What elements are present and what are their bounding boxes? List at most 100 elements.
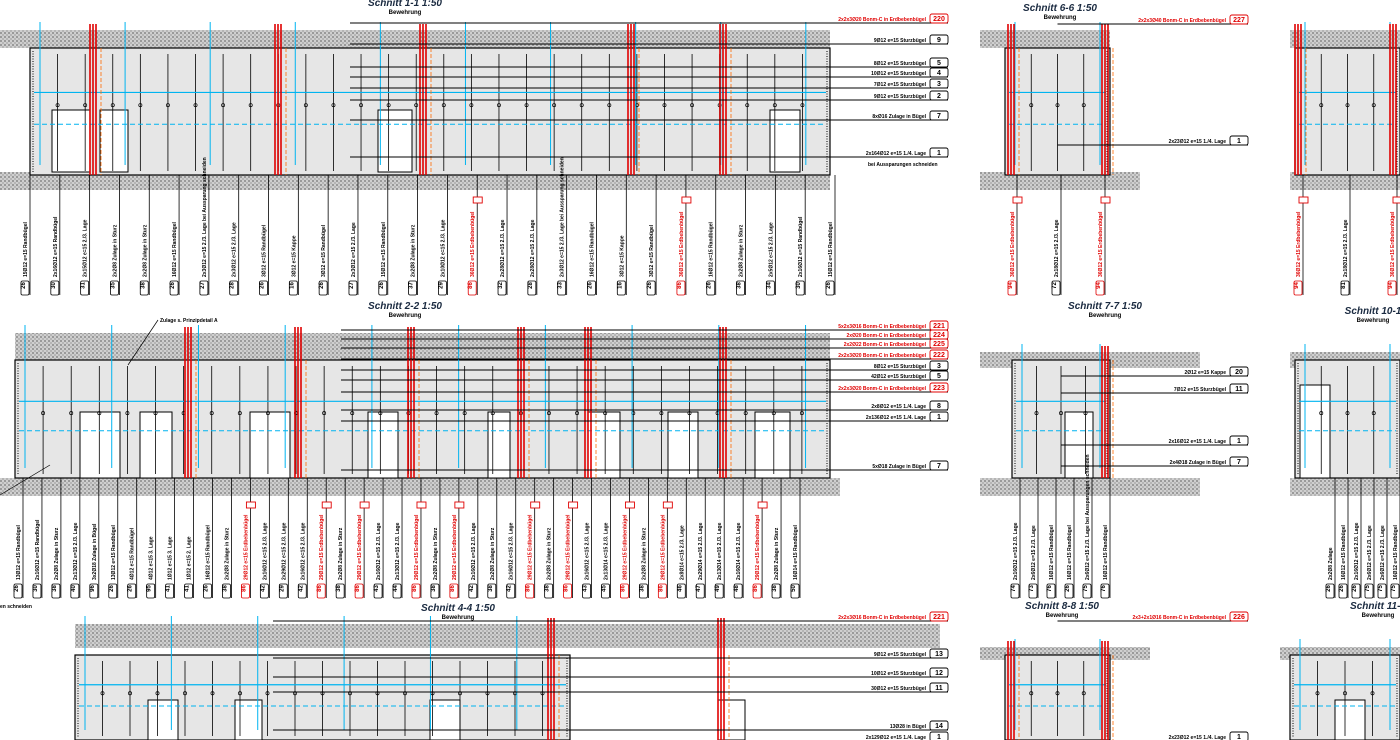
position-number: 226 — [1233, 614, 1245, 621]
position-number-box — [676, 280, 686, 296]
position-number-box — [229, 280, 239, 296]
position-number: 86 — [450, 585, 456, 592]
bottom-label: 16Ø12 e=15 Randbügel — [1103, 525, 1109, 580]
position-number: 11 — [1235, 386, 1243, 393]
position-number: 32 — [498, 282, 504, 289]
wall-opening — [667, 411, 699, 479]
position-number: 1 — [1237, 138, 1241, 145]
callout-1: 2x23Ø12 e=15 1./4. Lage 1 — [1169, 731, 1249, 740]
bottom-label-38: 38 2x2Ø8 Zulage in Sturz — [771, 478, 782, 599]
rebar-dot — [359, 103, 363, 108]
position-number-box — [733, 583, 743, 599]
position-number-box — [108, 583, 118, 599]
bottom-label-42: 42 2x16Ø12 e=15 2./3. Lage — [468, 478, 479, 599]
callout-label: 13Ø28 in Bügel — [890, 724, 927, 730]
position-number-box — [929, 682, 949, 693]
position-number-box — [929, 400, 949, 411]
bottom-label-33: 33 2x3Ø12 e=15 2./3. Lage bei Aussparung … — [557, 157, 568, 296]
bottom-label: 2x2Ø8 Zulage in Sturz — [641, 527, 647, 580]
position-number: 1 — [937, 150, 941, 157]
bottom-label-26: 26 3Ø12 e=15 Randbügel — [259, 175, 269, 296]
ground-hatch — [0, 30, 830, 48]
position-number-box — [497, 280, 507, 296]
bottom-label-26: 26 16Ø12 e=15 Randbügel — [203, 478, 213, 599]
earthquake-marker — [359, 501, 370, 509]
rebar-dot — [1319, 411, 1324, 416]
position-number: 73 — [1029, 585, 1035, 592]
position-number: 76 — [1047, 585, 1053, 592]
bottom-label-86: 86 29Ø12 e=15 Erdbebenbügel — [241, 478, 256, 599]
bottom-label-26: 26 2x16Ø12 e=15 2./3. Lage — [1351, 478, 1362, 599]
bottom-label: 15Ø12 e=15 Randbügel — [828, 222, 834, 277]
rebar-dot — [322, 411, 327, 416]
ground-hatch — [15, 333, 830, 360]
bottom-label: 2x2Ø8 Zulage in Sturz — [338, 527, 344, 580]
position-number: 86 — [564, 585, 570, 592]
position-number: 7 — [1237, 459, 1241, 466]
earthquake-marker — [568, 501, 579, 509]
position-number: 41 — [166, 585, 172, 592]
position-number: 29 — [279, 585, 285, 592]
section-10-1 — [1290, 344, 1400, 496]
rebar-dot — [772, 103, 777, 108]
section-title: Schnitt 11-1 — [1350, 601, 1400, 612]
position-number-box — [752, 583, 762, 599]
bottom-label: 2x3Ø12 e=15 2./3. Lage — [351, 222, 357, 277]
section-title: Schnitt 4-4 1:50 — [421, 603, 495, 614]
position-number-box — [1229, 383, 1249, 394]
earthquake-marker — [530, 501, 541, 509]
position-number-box — [1100, 583, 1110, 599]
position-number-box — [1293, 280, 1303, 296]
position-number: 222 — [933, 352, 945, 359]
bottom-label: 16Ø12 e=15 Randbügel — [589, 222, 595, 277]
rebar-dot — [1029, 103, 1034, 108]
bottom-label: 2x2Ø8 Zulage in Sturz — [433, 527, 439, 580]
callout-label: 2x23Ø12 e=15 1./4. Lage — [1169, 139, 1227, 145]
bottom-label-30: 30 2x16Ø12 e=15 Randbügel — [50, 175, 61, 296]
rebar-dot — [1343, 691, 1347, 696]
position-number: 86 — [241, 585, 247, 592]
rebar-dot — [462, 411, 467, 416]
bottom-label-16: 16 3Ø12 e=15 Kappe — [288, 175, 299, 296]
position-number: 45 — [601, 585, 607, 592]
bottom-label-86: 86 29Ø12 e=15 Erdbebenbügel — [411, 478, 427, 599]
rebar-dot — [41, 411, 46, 416]
position-number: 86 — [468, 282, 474, 289]
bottom-label-41: 41 1Ø12 e=15 3. Lage — [165, 478, 176, 599]
position-number-box — [348, 280, 358, 296]
position-number-box — [929, 611, 949, 622]
position-number: 223 — [933, 385, 945, 392]
position-number-box — [1229, 731, 1249, 740]
position-number-box — [795, 280, 805, 296]
position-number: 28 — [230, 282, 236, 289]
bottom-label: 2x13Ø12 e=15 2./3. Lage — [73, 522, 79, 580]
earthquake-marker — [1298, 196, 1309, 204]
position-number: 225 — [933, 341, 945, 348]
bottom-label: 3Ø12 e=15 Kappe — [619, 235, 625, 277]
ground-hatch — [980, 30, 1110, 48]
callout-label: 2x2x3Ø20 Bonm-C in Erdbebenbügel — [838, 353, 926, 359]
position-number: 5 — [937, 60, 941, 67]
slab-hatch — [1290, 478, 1400, 496]
bottom-label-40: 40 2x13Ø12 e=15 2./3. Lage — [70, 478, 81, 599]
position-number-box — [929, 90, 949, 101]
bottom-label: 36Ø12 e=15 Erdbebenbügel — [1296, 211, 1302, 277]
bottom-label: 2x16Ø12 e=15 2./3. Lage — [262, 522, 268, 580]
rebar-dot — [1345, 411, 1350, 416]
wall-opening — [754, 411, 791, 479]
rebar-dot — [209, 411, 214, 416]
position-number-box — [646, 280, 656, 296]
position-number: 7 — [937, 463, 941, 470]
bottom-label: 2x16Ø12 e=15 2./3. Lage — [509, 522, 515, 580]
callout-225: 2x2Ø22 Bonm-C in Erdbebenbügel 225 — [341, 338, 949, 349]
bottom-label-38: 38 2x2Ø8 Zulage in Sturz — [430, 478, 441, 599]
position-number-box — [929, 370, 949, 381]
rebar-dot — [128, 691, 132, 696]
wall-opening — [587, 411, 621, 479]
bottom-label: 1Ø12 e=15 2. Lage — [187, 536, 193, 580]
position-number: 30 — [51, 282, 57, 289]
position-number-box — [563, 583, 572, 599]
position-number: 26 — [319, 282, 325, 289]
bottom-label: 29Ø12 e=15 Erdbebenbügel — [357, 514, 363, 580]
callout-label: 30Ø12 e=15 Sturzbügel — [871, 686, 926, 692]
